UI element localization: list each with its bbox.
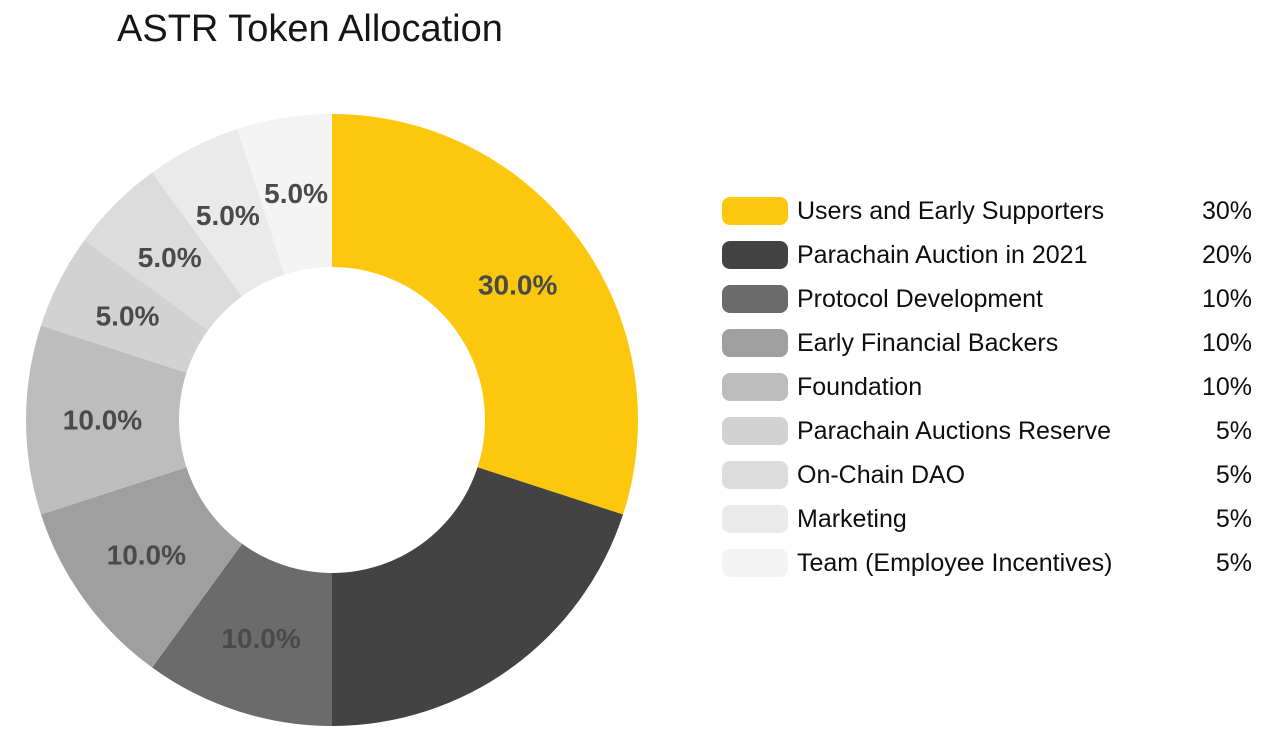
pie-slice-3 (40, 467, 243, 668)
legend-swatch-icon (722, 241, 788, 269)
legend-value: 10% (1201, 328, 1252, 357)
pie-slice-1 (332, 467, 624, 726)
legend-label: Users and Early Supporters (797, 196, 1105, 225)
slice-label-7: 5.0% (196, 200, 260, 231)
legend-swatch-icon (722, 549, 788, 577)
legend-label: Parachain Auction in 2021 (797, 240, 1088, 269)
legend-swatch-icon (722, 461, 788, 489)
legend-value: 5% (1215, 504, 1252, 533)
legend-swatch-icon (722, 285, 788, 313)
legend-item-8: Team (Employee Incentives) 5% (722, 541, 1252, 585)
legend-item-2: Protocol Development 10% (722, 277, 1252, 321)
legend-label: Protocol Development (797, 284, 1043, 313)
legend-swatch-icon (722, 505, 788, 533)
chart-title: ASTR Token Allocation (117, 8, 503, 50)
pie-slice-6 (84, 172, 243, 331)
legend-label: Team (Employee Incentives) (797, 548, 1113, 577)
legend-value: 10% (1201, 372, 1252, 401)
legend-item-0: Users and Early Supporters 30% (722, 189, 1252, 233)
pie-slice-8 (237, 114, 332, 275)
legend-swatch-icon (722, 373, 788, 401)
legend-swatch-icon (722, 197, 788, 225)
legend-item-6: On-Chain DAO 5% (722, 453, 1252, 497)
pie-slice-4 (26, 325, 187, 515)
pie-slice-2 (152, 543, 332, 726)
slice-label-6: 5.0% (138, 242, 202, 273)
legend: Users and Early Supporters 30% Parachain A… (722, 189, 1252, 585)
legend-item-3: Early Financial Backers 10% (722, 321, 1252, 365)
legend-value: 20% (1201, 240, 1252, 269)
legend-value: 5% (1215, 460, 1252, 489)
legend-item-1: Parachain Auction in 2021 20% (722, 233, 1252, 277)
legend-swatch-icon (722, 417, 788, 445)
pie-slice-0 (332, 114, 638, 515)
pie-slice-5 (40, 240, 209, 373)
legend-value: 5% (1215, 548, 1252, 577)
legend-value: 30% (1201, 196, 1252, 225)
legend-label: Early Financial Backers (797, 328, 1059, 357)
legend-label: Parachain Auctions Reserve (797, 416, 1112, 445)
legend-item-5: Parachain Auctions Reserve 5% (722, 409, 1252, 453)
legend-item-4: Foundation 10% (722, 365, 1252, 409)
donut-chart: 30.0%10.0%10.0%10.0%5.0%5.0%5.0%5.0% (26, 114, 638, 726)
legend-item-7: Marketing 5% (722, 497, 1252, 541)
legend-swatch-icon (722, 329, 788, 357)
slice-label-0: 30.0% (478, 270, 557, 301)
legend-label: Marketing (797, 504, 907, 533)
slice-label-4: 10.0% (63, 405, 142, 436)
legend-label: On-Chain DAO (797, 460, 966, 489)
pie-slice-7 (152, 128, 285, 297)
legend-value: 5% (1215, 416, 1252, 445)
legend-label: Foundation (797, 372, 923, 401)
slice-label-3: 10.0% (107, 539, 186, 570)
legend-value: 10% (1201, 284, 1252, 313)
slice-label-2: 10.0% (221, 623, 300, 654)
slice-label-5: 5.0% (96, 300, 160, 331)
slice-label-8: 5.0% (264, 178, 328, 209)
